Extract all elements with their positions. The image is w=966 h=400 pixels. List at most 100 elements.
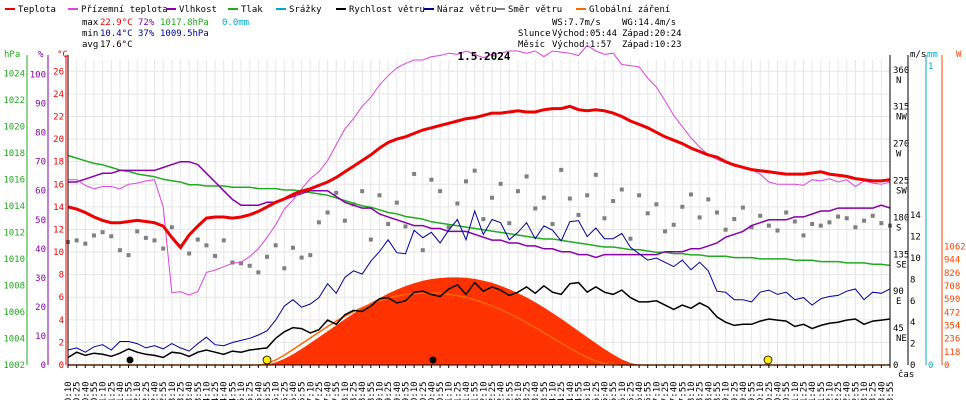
tick-degc: 10 — [53, 248, 64, 258]
tick-degc: 22 — [53, 112, 64, 122]
wind-direction-point — [472, 168, 477, 173]
x-tick-label: 22:55 — [851, 381, 861, 400]
wind-direction-point — [91, 233, 96, 238]
wind-direction-point — [446, 225, 451, 230]
wind-direction-point — [585, 193, 590, 198]
wind-direction-point — [688, 192, 693, 197]
wind-direction-point — [732, 217, 737, 222]
tick-dir-label: NW — [896, 113, 907, 123]
x-tick-label: 16:55 — [644, 381, 654, 400]
x-tick-label: 17:55 — [678, 381, 688, 400]
tick-w: 826 — [944, 269, 960, 279]
tick-degc: 16 — [53, 180, 64, 190]
tick-ms: 2 — [910, 340, 915, 350]
temperature-line — [67, 104, 891, 250]
tick-dir-label: N — [896, 76, 901, 86]
stat-min-temp: 10.4°C — [100, 29, 133, 39]
astro-block: WS:7.7m/s WG:14.4m/s Slunce Východ:05:44… — [518, 18, 682, 50]
wind-direction-point — [879, 221, 884, 226]
x-tick-label: 17:40 — [670, 381, 680, 400]
x-tick-label: 22:40 — [843, 381, 853, 400]
wind-direction-point — [766, 223, 771, 228]
x-tick-label: 01:25 — [107, 381, 117, 400]
x-tick-label: 13:10 — [514, 381, 524, 400]
x-tick-label: 20:25 — [765, 381, 775, 400]
wind-direction-point — [325, 210, 330, 215]
x-tick-label: 19:10 — [722, 381, 732, 400]
stat-min-press: 1009.5hPa — [160, 29, 209, 39]
wind-direction-point — [576, 212, 581, 217]
x-tick-label: 12:25 — [488, 381, 498, 400]
wind-direction-point — [775, 228, 780, 233]
tick-pct: 90 — [35, 100, 46, 110]
tick-degc: 8 — [59, 271, 64, 281]
sun-label: Slunce — [518, 29, 551, 39]
x-tick-label: 03:25 — [176, 381, 186, 400]
wind-direction-point — [351, 202, 356, 207]
x-tick-label: 22:25 — [834, 381, 844, 400]
tick-dir: 0 — [893, 361, 898, 371]
x-tick-label: 19:25 — [730, 381, 740, 400]
moonset-marker — [429, 356, 437, 364]
stat-min-hum: 37% — [138, 29, 155, 39]
wind-direction-point — [221, 238, 226, 243]
x-tick-label: 23:40 — [877, 381, 887, 400]
legend-label-1: Přízemní teplota — [81, 5, 168, 15]
tick-dir-label: W — [896, 150, 902, 160]
x-tick-label: 05:10 — [237, 381, 247, 400]
x-tick-label: 21:40 — [808, 381, 818, 400]
x-tick-label: 08:40 — [358, 381, 368, 400]
wind-direction-point — [637, 193, 642, 198]
tick-dir-label: SE — [896, 260, 907, 270]
tick-w: 118 — [944, 348, 960, 358]
radiation-area — [68, 277, 890, 365]
x-tick-label: 18:40 — [704, 381, 714, 400]
x-tick-label: 00:25 — [73, 381, 83, 400]
x-tick-label: 05:40 — [254, 381, 264, 400]
tick-degc: 18 — [53, 158, 64, 168]
tick-degc: 24 — [53, 90, 64, 100]
x-tick-label: 04:40 — [220, 381, 230, 400]
x-tick-label: 17:25 — [661, 381, 671, 400]
moon-rise: Východ:1:57 — [552, 40, 612, 50]
tick-degc: 4 — [59, 316, 64, 326]
tick-degc: 12 — [53, 225, 64, 235]
tick-pct: 60 — [35, 187, 46, 197]
x-tick-label: 04:55 — [228, 381, 238, 400]
wind-direction-point — [533, 206, 538, 211]
axis-title-hpa: hPa — [4, 50, 20, 60]
wind-direction-point — [758, 213, 763, 218]
tick-degc: 2 — [59, 338, 64, 348]
tick-degc: 6 — [59, 293, 64, 303]
wind-direction-point — [671, 222, 676, 227]
axes: 00:1000:2500:4000:5501:1001:2501:4001:55… — [3, 55, 966, 400]
axis-title-pct: % — [38, 50, 44, 60]
tick-ms: 0 — [910, 361, 915, 371]
tick-pct: 50 — [35, 216, 46, 226]
tick-w: 236 — [944, 335, 960, 345]
wind-direction-point — [853, 225, 858, 230]
tick-pct: 100 — [30, 71, 46, 81]
tick-hpa: 1020 — [3, 122, 25, 132]
sunrise-marker — [262, 355, 272, 365]
wind-direction-point — [420, 248, 425, 253]
x-tick-label: 15:40 — [600, 381, 610, 400]
legend-label-7: Směr větru — [508, 5, 562, 15]
x-tick-label: 03:10 — [168, 381, 178, 400]
tick-pct: 80 — [35, 129, 46, 139]
x-tick-label: 20:10 — [756, 381, 766, 400]
x-tick-label: 22:10 — [825, 381, 835, 400]
wind-direction-point — [143, 235, 148, 240]
x-tick-label: 18:25 — [696, 381, 706, 400]
x-tick-label: 18:55 — [713, 381, 723, 400]
tick-hpa: 1006 — [3, 308, 25, 318]
tick-degc: 14 — [53, 203, 64, 213]
tick-pct: 30 — [35, 274, 46, 284]
wind-direction-point — [680, 204, 685, 209]
tick-hpa: 1018 — [3, 149, 25, 159]
wind-direction-point — [282, 266, 287, 271]
wind-direction-point — [602, 216, 607, 221]
x-tick-label: 21:55 — [817, 381, 827, 400]
moonrise-marker — [126, 356, 134, 364]
